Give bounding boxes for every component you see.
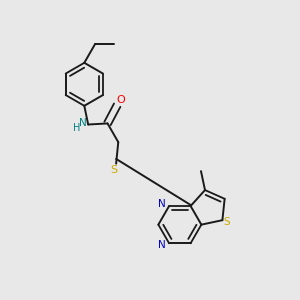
Text: S: S [224,217,230,227]
Text: H: H [73,123,80,133]
Text: S: S [110,165,118,175]
Text: O: O [116,95,125,105]
Text: N: N [158,199,166,209]
Text: N: N [79,118,87,128]
Text: N: N [158,240,166,250]
